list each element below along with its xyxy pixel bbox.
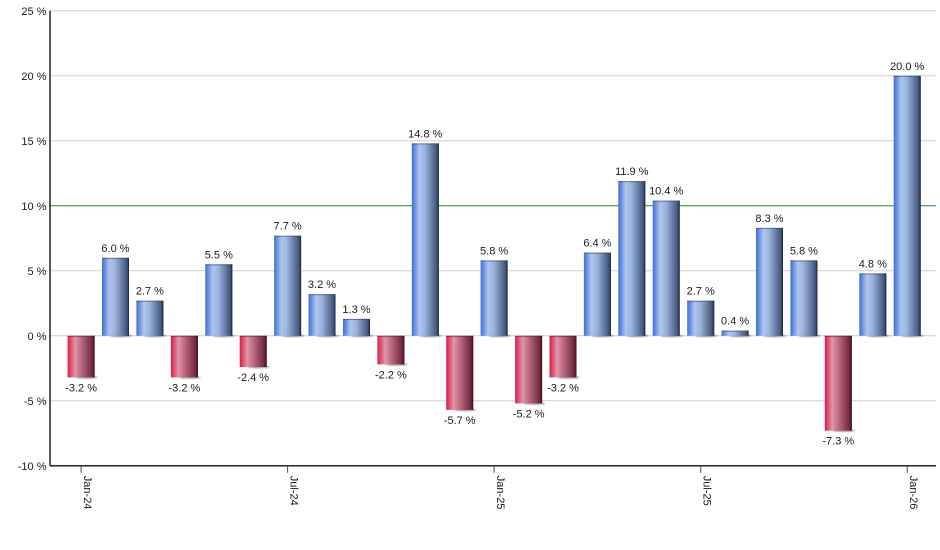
svg-text:20 %: 20 %	[21, 71, 46, 83]
svg-text:-5.7 %: -5.7 %	[444, 415, 476, 427]
svg-text:-3.2 %: -3.2 %	[547, 382, 579, 394]
svg-text:-7.3 %: -7.3 %	[822, 436, 854, 448]
svg-text:-5 %: -5 %	[24, 396, 47, 408]
svg-text:2.7 %: 2.7 %	[136, 286, 164, 298]
svg-text:10 %: 10 %	[21, 201, 46, 213]
svg-text:1.3 %: 1.3 %	[342, 304, 370, 316]
svg-text:7.7 %: 7.7 %	[274, 221, 302, 233]
svg-text:Jan-25: Jan-25	[494, 476, 506, 510]
svg-text:Jul-24: Jul-24	[288, 476, 300, 506]
svg-text:3.2 %: 3.2 %	[308, 279, 336, 291]
svg-text:6.4 %: 6.4 %	[583, 238, 611, 250]
svg-text:5.8 %: 5.8 %	[790, 245, 818, 257]
svg-text:25 %: 25 %	[21, 6, 46, 18]
svg-text:-5.2 %: -5.2 %	[513, 408, 545, 420]
svg-text:14.8 %: 14.8 %	[408, 128, 442, 140]
svg-text:15 %: 15 %	[21, 136, 46, 148]
svg-text:2.7 %: 2.7 %	[687, 286, 715, 298]
svg-text:5.8 %: 5.8 %	[480, 245, 508, 257]
svg-text:20.0 %: 20.0 %	[890, 61, 924, 73]
svg-text:-2.4 %: -2.4 %	[237, 372, 269, 384]
svg-text:Jul-25: Jul-25	[701, 476, 713, 506]
svg-text:0 %: 0 %	[28, 331, 47, 343]
svg-text:8.3 %: 8.3 %	[755, 213, 783, 225]
svg-text:5 %: 5 %	[28, 266, 47, 278]
svg-text:10.4 %: 10.4 %	[649, 186, 683, 198]
svg-text:4.8 %: 4.8 %	[859, 258, 887, 270]
svg-text:Jan-24: Jan-24	[81, 476, 93, 510]
svg-text:Jan-26: Jan-26	[907, 476, 919, 510]
svg-text:6.0 %: 6.0 %	[101, 243, 129, 255]
svg-text:-3.2 %: -3.2 %	[169, 382, 201, 394]
svg-text:-10 %: -10 %	[18, 461, 47, 473]
svg-text:11.9 %: 11.9 %	[615, 166, 649, 178]
svg-text:0.4 %: 0.4 %	[721, 316, 749, 328]
svg-text:-2.2 %: -2.2 %	[375, 369, 407, 381]
svg-text:5.5 %: 5.5 %	[205, 249, 233, 261]
svg-text:-3.2 %: -3.2 %	[65, 382, 97, 394]
